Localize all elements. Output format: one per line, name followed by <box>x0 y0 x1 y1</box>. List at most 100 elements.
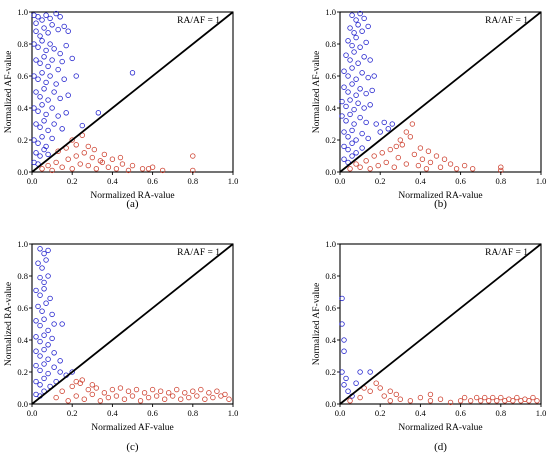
data-point <box>91 146 97 153</box>
y-tick-label: 0.6 <box>17 303 28 313</box>
data-point <box>39 17 45 23</box>
data-point <box>41 86 47 92</box>
data-point <box>41 54 47 60</box>
data-point <box>341 143 347 150</box>
data-point <box>61 23 67 30</box>
data-point <box>37 367 43 374</box>
data-point <box>33 348 39 354</box>
data-point <box>97 398 104 404</box>
y-tick-label: 0.4 <box>325 335 336 345</box>
data-point <box>43 300 49 306</box>
data-point <box>73 393 79 399</box>
data-point <box>427 391 434 398</box>
data-point <box>69 137 75 143</box>
data-point <box>119 161 126 167</box>
data-point <box>397 137 403 143</box>
data-point <box>41 118 47 124</box>
data-point <box>190 153 196 159</box>
data-point <box>93 385 99 391</box>
data-point <box>339 321 345 327</box>
y-tick-label: 0.4 <box>17 103 28 113</box>
y-tick-label: 0.0 <box>17 399 28 409</box>
data-point <box>41 25 47 31</box>
data-point <box>33 287 39 294</box>
data-point <box>69 55 75 62</box>
data-point <box>202 396 208 402</box>
data-point <box>359 28 365 34</box>
data-point <box>395 154 401 161</box>
y-tick-label: 0.8 <box>17 271 28 281</box>
data-point <box>129 393 136 399</box>
data-point <box>474 394 480 401</box>
data-point <box>45 327 51 334</box>
data-point <box>39 134 45 140</box>
data-point <box>377 129 383 135</box>
data-point <box>373 121 379 127</box>
reference-line-label: RA/AF = 1 <box>177 16 220 26</box>
data-point <box>39 308 45 314</box>
series-tensile <box>53 377 232 404</box>
data-point <box>35 44 41 50</box>
data-point <box>35 14 41 20</box>
data-point <box>349 81 355 87</box>
data-point <box>105 394 112 401</box>
data-point <box>47 295 53 302</box>
data-point <box>437 164 444 170</box>
data-point <box>37 33 43 39</box>
data-point <box>43 47 49 54</box>
x-axis-label: Normalized AF-value <box>91 423 174 433</box>
reference-line <box>339 243 542 405</box>
data-point <box>49 57 55 63</box>
data-point <box>65 398 71 404</box>
y-axis-label: Normalized AF-value <box>312 283 322 366</box>
data-point <box>93 166 99 172</box>
data-point <box>59 321 65 327</box>
data-point <box>35 108 41 114</box>
data-point <box>375 162 381 169</box>
y-tick-label: 0.2 <box>325 135 336 145</box>
data-point <box>355 60 361 66</box>
data-point <box>53 394 59 401</box>
panel-label: (b) <box>434 198 447 210</box>
data-point <box>399 142 405 148</box>
data-point <box>37 274 43 281</box>
y-tick-label: 0.0 <box>17 167 28 177</box>
data-point <box>43 12 49 18</box>
data-point <box>89 391 95 398</box>
data-point <box>41 361 47 367</box>
y-tick-label: 0.6 <box>325 303 336 313</box>
data-point <box>365 23 371 30</box>
data-point <box>347 57 353 63</box>
data-point <box>55 113 61 119</box>
data-point <box>51 350 57 356</box>
data-point <box>407 398 414 404</box>
data-point <box>345 73 351 79</box>
data-point <box>349 42 355 49</box>
data-point <box>353 34 359 41</box>
data-point <box>341 84 347 90</box>
data-point <box>387 398 393 404</box>
data-point <box>486 398 492 404</box>
data-point <box>226 396 232 402</box>
data-point <box>129 162 136 169</box>
y-tick-label: 0.2 <box>17 135 28 145</box>
data-point <box>403 161 410 167</box>
data-point <box>367 102 373 108</box>
data-point <box>343 375 349 382</box>
data-point <box>33 28 39 34</box>
y-tick-label: 0.8 <box>325 39 336 49</box>
data-point <box>393 391 399 398</box>
data-point <box>125 388 132 394</box>
data-point <box>347 97 353 103</box>
data-point <box>73 142 79 148</box>
data-point <box>355 100 361 106</box>
data-point <box>222 391 228 398</box>
y-tick-label: 1.0 <box>17 7 28 17</box>
data-point <box>514 394 520 401</box>
data-point <box>461 394 468 401</box>
data-point <box>433 153 440 159</box>
data-point <box>89 382 95 388</box>
data-point <box>363 39 369 46</box>
data-point <box>351 49 357 55</box>
data-point <box>35 260 41 266</box>
